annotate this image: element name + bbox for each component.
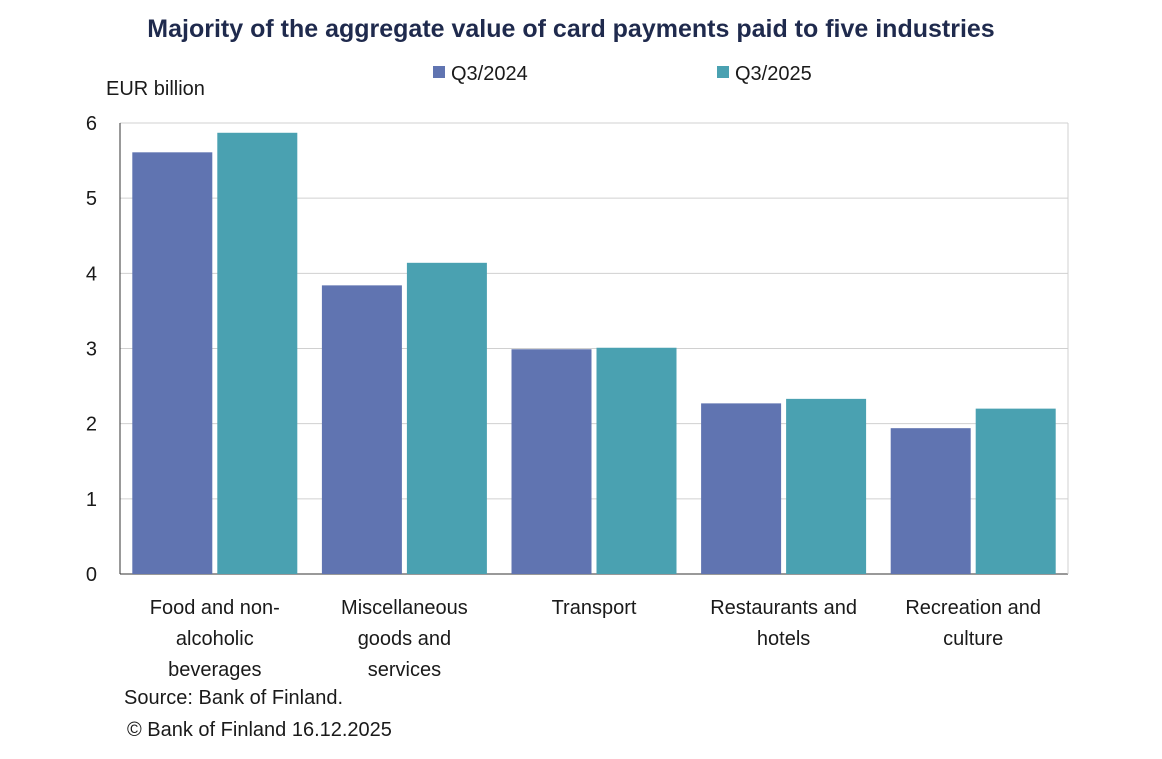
- bar-Q3-2024: [132, 152, 213, 574]
- chart-title: Majority of the aggregate value of card …: [147, 15, 994, 43]
- x-tick-label: beverages: [168, 659, 261, 681]
- legend-swatch: [717, 66, 729, 78]
- bars: [132, 132, 1056, 574]
- y-tick-label: 2: [86, 414, 97, 436]
- x-tick-label: Food and non-: [150, 597, 280, 619]
- y-tick-label: 6: [86, 113, 97, 135]
- x-tick-label: Transport: [552, 597, 637, 619]
- legend: Q3/2024 Q3/2025: [433, 63, 812, 85]
- y-tick-label: 5: [86, 188, 97, 210]
- bar-Q3-2025: [596, 347, 677, 574]
- y-tick-label: 1: [86, 489, 97, 511]
- bar-Q3-2025: [217, 132, 298, 574]
- tick-labels: 0 1 2 3 4 5 6 Food and non-alcoholic beverages Mi…: [86, 113, 1041, 681]
- y-tick-label: 4: [86, 263, 97, 285]
- legend-label: Q3/2025: [735, 63, 812, 85]
- x-tick-label: Miscellaneous: [341, 597, 468, 619]
- x-tick-label: Restaurants and: [710, 597, 857, 619]
- legend-swatch: [433, 66, 445, 78]
- y-tick-label: 3: [86, 339, 97, 361]
- bar-Q3-2024: [890, 428, 971, 574]
- copyright-note: © Bank of Finland 16.12.2025: [127, 719, 392, 741]
- x-tick-label: Recreation and: [905, 597, 1041, 619]
- x-tick-label: culture: [943, 628, 1003, 650]
- x-tick-label: hotels: [757, 628, 810, 650]
- x-tick-label: goods and: [358, 628, 451, 650]
- y-axis-label: EUR billion: [106, 78, 205, 100]
- x-tick-label: services: [368, 659, 441, 681]
- bar-Q3-2025: [786, 398, 867, 574]
- bar-Q3-2024: [701, 403, 782, 574]
- x-tick-label: alcoholic: [176, 628, 254, 650]
- legend-label: Q3/2024: [451, 63, 528, 85]
- bar-Q3-2025: [975, 408, 1056, 574]
- bar-Q3-2024: [511, 349, 592, 574]
- bar-Q3-2025: [406, 262, 487, 574]
- bar-Q3-2024: [321, 285, 402, 574]
- source-note: Source: Bank of Finland.: [124, 687, 343, 709]
- y-tick-label: 0: [86, 564, 97, 586]
